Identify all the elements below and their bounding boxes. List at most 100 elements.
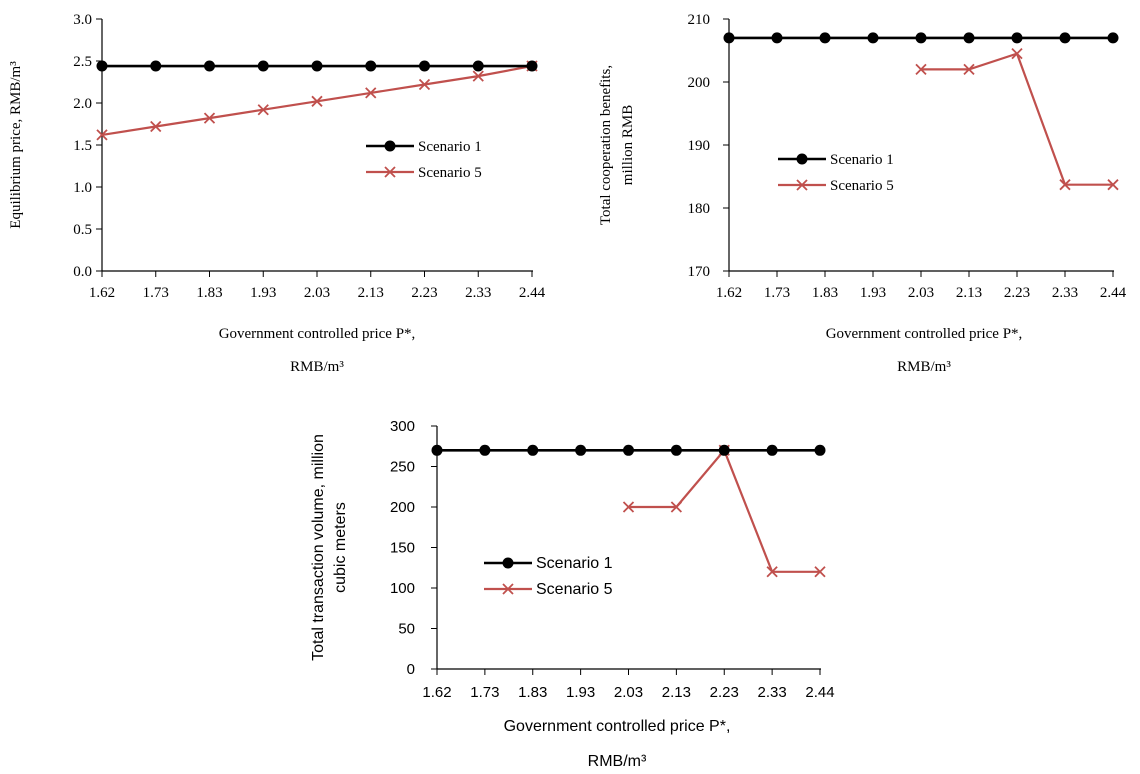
legend-marker	[796, 153, 808, 165]
y-tick-label: 190	[688, 138, 711, 154]
x-tick-label: 1.73	[470, 684, 499, 701]
x-axis-title: Government controlled price P*,	[504, 718, 731, 735]
x-tick-label: 1.83	[812, 285, 838, 301]
data-point	[670, 444, 682, 456]
x-tick-label: 2.03	[614, 684, 643, 701]
x-tick-label: 1.62	[422, 684, 451, 701]
legend-marker	[384, 140, 396, 152]
data-point	[150, 60, 162, 72]
data-point	[479, 444, 491, 456]
legend-label: Scenario 5	[418, 165, 482, 181]
data-point	[257, 104, 269, 116]
legend-marker	[384, 166, 396, 178]
data-point	[96, 129, 108, 141]
data-point	[771, 32, 783, 44]
data-point	[963, 32, 975, 44]
data-point	[963, 63, 975, 76]
x-axis-title-unit: RMB/m³	[897, 359, 951, 375]
x-tick-label: 2.44	[1100, 285, 1127, 301]
y-axis-title: Equilibrium price, RMB/m³	[8, 61, 24, 229]
y-tick-label: 210	[688, 12, 711, 28]
x-tick-label: 1.62	[89, 285, 115, 301]
data-point	[527, 444, 539, 456]
x-tick-label: 2.23	[710, 684, 739, 701]
data-point	[1059, 32, 1071, 44]
x-axis-title: Government controlled price P*,	[219, 326, 416, 342]
legend-entry: Scenario 1	[484, 555, 613, 572]
legend-entry: Scenario 5	[778, 178, 894, 194]
data-point	[622, 501, 635, 513]
data-point	[670, 501, 683, 513]
y-tick-label: 200	[390, 499, 415, 516]
data-point	[419, 60, 430, 72]
x-axis-title: Government controlled price P*,	[826, 326, 1023, 342]
data-point	[915, 32, 927, 44]
x-axis-title-unit: RMB/m³	[588, 753, 647, 770]
legend-entry: Scenario 1	[366, 139, 482, 155]
x-tick-label: 2.33	[1052, 285, 1078, 301]
legend-entry: Scenario 5	[366, 165, 482, 181]
legend-entry: Scenario 1	[778, 152, 894, 168]
y-tick-label: 150	[390, 540, 415, 557]
data-point	[1011, 48, 1023, 60]
chart-3: 0 50 100 150 200 250 300 1.62 1.73 1.83 1.93 2.03 2.…	[310, 418, 835, 770]
data-point	[96, 60, 108, 72]
chart-1: 0.0 0.5 1.0 1.5 2.0 2.5 3.0 1.62 1.73 1.83 1.93 2.0…	[8, 12, 546, 375]
y-axis-title: cubic meters	[332, 502, 349, 593]
legend-label: Scenario 1	[830, 152, 894, 168]
x-tick-label: 2.13	[956, 285, 982, 301]
x-tick-label: 2.23	[1004, 285, 1030, 301]
data-point	[257, 60, 269, 72]
y-tick-label: 170	[688, 264, 711, 280]
legend-label: Scenario 5	[830, 178, 894, 194]
data-point	[915, 63, 927, 76]
x-tick-label: 2.44	[805, 684, 834, 701]
x-tick-label: 1.93	[566, 684, 595, 701]
y-axis-title: Total cooperation benefits,	[598, 65, 614, 225]
data-point	[431, 444, 443, 456]
x-tick-label: 1.83	[518, 684, 547, 701]
data-point	[1107, 32, 1119, 44]
data-point	[150, 120, 162, 133]
data-point	[819, 32, 831, 44]
y-axis-title: Total transaction volume, million	[310, 434, 327, 661]
x-tick-label: 1.83	[196, 285, 222, 301]
data-point	[418, 78, 431, 91]
y-axis-title: million RMB	[620, 105, 636, 185]
data-point	[814, 444, 826, 456]
legend-label: Scenario 1	[418, 139, 482, 155]
data-point	[1011, 32, 1023, 44]
y-tick-label: 2.0	[73, 96, 92, 112]
data-point	[472, 60, 484, 72]
x-tick-label: 1.93	[860, 285, 886, 301]
data-point	[867, 32, 879, 44]
x-tick-label: 2.23	[411, 285, 437, 301]
data-point	[718, 444, 730, 456]
legend-label: Scenario 1	[536, 555, 613, 572]
data-point	[766, 566, 778, 578]
data-point	[623, 444, 634, 456]
data-point	[1107, 179, 1119, 191]
legend-entry: Scenario 5	[484, 581, 613, 598]
data-point	[311, 60, 323, 72]
data-point	[575, 444, 587, 456]
x-tick-label: 2.03	[908, 285, 934, 301]
x-tick-label: 2.13	[662, 684, 691, 701]
data-point	[365, 87, 377, 99]
data-point	[311, 95, 323, 107]
y-tick-label: 1.5	[73, 138, 92, 154]
data-point	[526, 60, 538, 72]
series-line-2	[921, 52, 1113, 186]
y-tick-label: 300	[390, 418, 415, 435]
y-tick-label: 200	[688, 75, 711, 91]
y-tick-label: 50	[398, 621, 415, 638]
chart-2: 170 180 190 200 210 1.62 1.73 1.83 1.93 2.03 2.13 2…	[598, 12, 1127, 375]
y-tick-label: 180	[688, 201, 711, 217]
data-point	[766, 444, 778, 456]
x-tick-label: 1.73	[143, 285, 169, 301]
y-tick-label: 2.5	[73, 54, 92, 70]
x-axis-title-unit: RMB/m³	[290, 359, 344, 375]
data-point	[723, 32, 735, 44]
data-point	[365, 60, 377, 72]
